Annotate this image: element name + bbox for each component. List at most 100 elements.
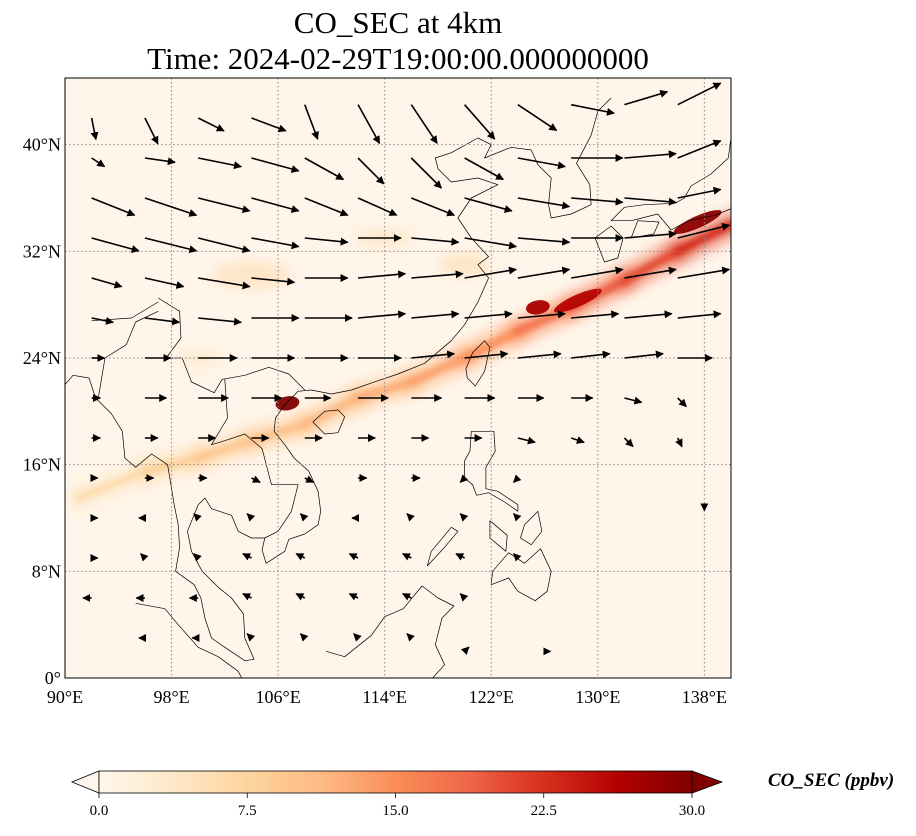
wind-arrow: [411, 350, 456, 359]
wind-arrow: [517, 197, 571, 210]
wind-arrow: [624, 230, 677, 239]
wind-arrow: [677, 222, 731, 239]
wind-vectors: [82, 82, 731, 656]
wind-arrow: [251, 197, 300, 213]
wind-arrow: [464, 157, 504, 181]
wind-arrow: [197, 117, 225, 132]
lat-tick-label: 24°N: [23, 348, 61, 368]
wind-arrow: [513, 553, 522, 562]
colorbar-tick-label: 15.0: [382, 803, 408, 819]
lon-tick-label: 106°E: [256, 687, 301, 707]
wind-arrow: [410, 157, 442, 189]
coastline-path: [490, 548, 552, 602]
wind-arrow: [459, 474, 469, 483]
coastline-path: [464, 430, 519, 512]
wind-arrow: [91, 316, 114, 325]
wind-arrow: [353, 633, 362, 642]
wind-arrow: [246, 633, 256, 642]
wind-arrow: [304, 197, 349, 217]
plume-puff: [211, 261, 292, 290]
lat-tick-label: 40°N: [23, 135, 61, 155]
wind-arrow: [517, 350, 562, 359]
wind-arrow: [144, 197, 198, 217]
coastline-path: [91, 301, 159, 322]
wind-arrow: [144, 157, 176, 166]
wind-arrow: [402, 592, 412, 601]
wind-arrow: [460, 646, 470, 655]
wind-arrow: [623, 437, 634, 448]
wind-arrow: [459, 593, 469, 602]
wind-arrow: [357, 310, 407, 319]
colorbar-tick-label: 7.5: [238, 803, 257, 819]
wind-arrow: [198, 157, 242, 170]
co-plume-layer: [65, 210, 731, 511]
coastline-path: [311, 97, 612, 395]
wind-arrow: [198, 237, 251, 254]
wind-arrow: [455, 552, 465, 561]
wind-arrow: [517, 436, 536, 445]
wind-arrow: [144, 317, 181, 326]
coastline-path: [489, 520, 508, 552]
wind-arrow: [193, 513, 202, 522]
wind-arrow: [464, 266, 517, 279]
lat-tick-label: 8°N: [32, 561, 61, 581]
wind-arrow: [624, 266, 677, 279]
wind-arrow: [677, 139, 722, 159]
wind-arrow: [348, 552, 359, 561]
wind-arrow: [410, 104, 438, 145]
colorbar-label: CO_SEC (ppbv): [768, 770, 895, 791]
wind-arrow: [91, 277, 123, 289]
wind-arrow: [144, 117, 159, 145]
wind-arrow: [571, 197, 624, 206]
colorbar-bar: [98, 770, 693, 794]
wind-arrow: [144, 237, 198, 254]
colorbar: 0.0 7.5 15.0 22.5 30.0: [70, 770, 724, 819]
wind-arrow: [402, 552, 412, 561]
wind-arrow: [242, 592, 252, 601]
wind-arrow: [198, 277, 251, 290]
colorbar-tick-label: 0.0: [90, 803, 109, 819]
wind-arrow: [677, 186, 722, 199]
colorbar-extend-max: [691, 770, 724, 794]
wind-arrow: [513, 474, 522, 483]
wind-arrow: [251, 117, 287, 133]
wind-arrow: [464, 350, 509, 359]
wind-arrow: [570, 436, 585, 444]
wind-arrow: [299, 513, 309, 522]
plume-core-segment: [406, 353, 470, 387]
wind-arrow: [357, 270, 407, 279]
wind-arrow: [517, 237, 571, 246]
coastline-path: [426, 526, 459, 567]
wind-arrow: [357, 197, 398, 216]
wind-arrow: [624, 197, 677, 206]
lat-tick-label: 32°N: [23, 241, 61, 261]
coastline-path: [630, 220, 660, 239]
colorbar-tick-label: 30.0: [679, 803, 705, 819]
wind-arrow: [677, 82, 722, 106]
wind-arrow: [411, 237, 460, 246]
wind-arrow: [464, 197, 513, 213]
wind-arrow: [251, 475, 261, 484]
coastline-path: [326, 585, 455, 678]
coastline-path: [211, 379, 299, 539]
wind-arrow: [357, 104, 381, 145]
plume-puff: [438, 252, 491, 277]
plume-core-segment: [460, 326, 523, 363]
wind-arrow: [677, 266, 731, 279]
lon-tick-label: 138°E: [682, 687, 727, 707]
wind-arrow: [91, 237, 140, 253]
wind-arrow: [304, 237, 349, 246]
colorbar-tick-label: 22.5: [531, 803, 557, 819]
wind-arrow: [251, 237, 300, 250]
coastline-path: [594, 225, 624, 263]
wind-arrow: [624, 90, 669, 106]
coastline-path: [312, 409, 346, 435]
wind-arrow: [193, 553, 202, 562]
wind-arrow: [411, 270, 464, 279]
wind-arrow: [198, 197, 251, 214]
wind-arrow: [304, 157, 345, 181]
wind-arrow: [677, 310, 722, 319]
wind-arrow: [140, 553, 149, 562]
wind-arrow: [571, 350, 611, 359]
